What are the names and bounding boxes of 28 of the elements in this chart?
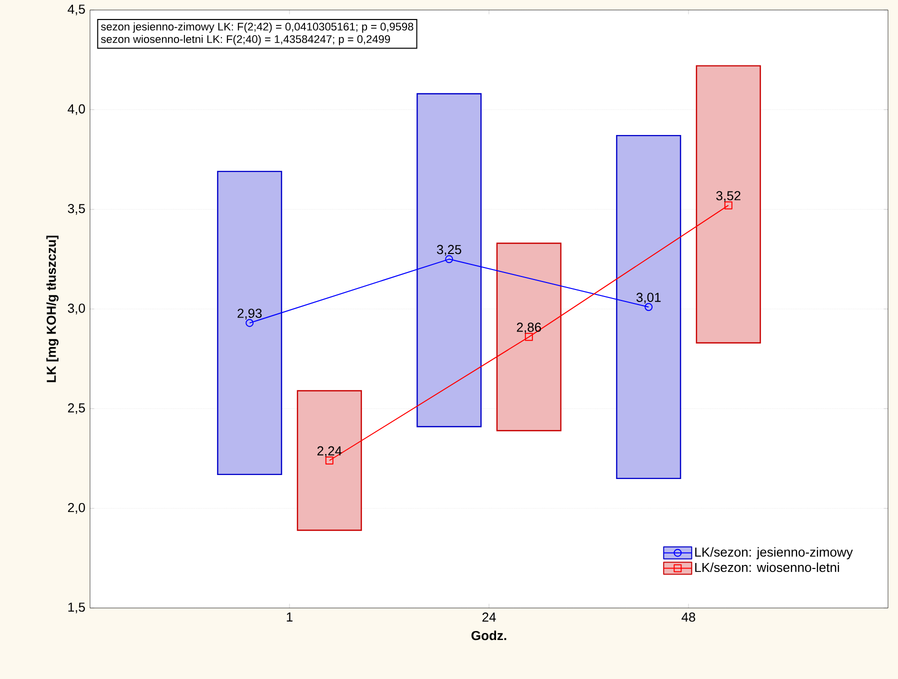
x-axis-title: Godz.: [471, 630, 506, 640]
legend-label: LK/sezon: jesienno-zimowy: [695, 547, 853, 560]
data-label: 2,86: [516, 322, 541, 334]
legend-label: LK/sezon: wiosenno-letni: [695, 562, 839, 572]
y-tick-label: 2,5: [68, 403, 85, 414]
bar: [416, 93, 482, 428]
y-tick-label: 3,0: [68, 304, 85, 314]
bar: [696, 65, 761, 344]
x-tick-label: 1: [286, 612, 292, 622]
bar: [217, 170, 282, 476]
annotation: sezon wiosenno-letni LK: F(2;40) = 1,43584247; p = 0,2499: [100, 34, 390, 46]
y-axis-title: LK [mg KOH/g tłuszczu]: [46, 236, 59, 382]
y-tick-label: 1,5: [68, 602, 85, 614]
bar: [616, 134, 682, 480]
data-label: 3,52: [716, 191, 740, 202]
y-tick-label: 4,5: [68, 4, 85, 16]
data-label: 3,25: [436, 244, 462, 256]
y-tick-label: 4,0: [68, 104, 85, 116]
data-label: 2,93: [238, 308, 262, 320]
data-label: 2,24: [317, 446, 342, 457]
y-tick-label: 2,0: [68, 502, 85, 514]
y-tick-label: 3,5: [68, 204, 85, 215]
annotation: sezon jesienno-zimowy LK: F(2;42) = 0,0410305161; p = 0,9598: [100, 22, 414, 33]
bar: [496, 242, 562, 432]
x-tick-label: 48: [682, 612, 696, 622]
bar: [296, 390, 362, 531]
data-label: 3,01: [636, 292, 661, 304]
x-tick-label: 24: [482, 612, 496, 622]
